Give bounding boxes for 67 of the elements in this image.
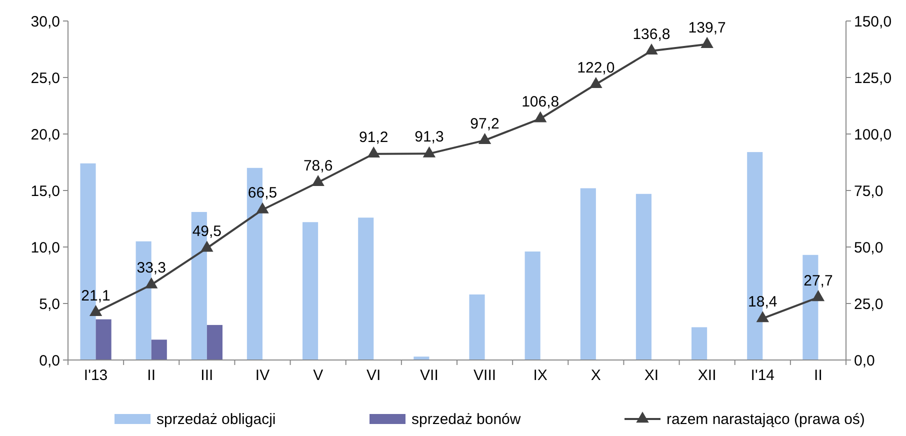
data-label: 122,0: [577, 59, 615, 76]
point: [700, 36, 714, 48]
legend-label: sprzedaż bonów: [412, 411, 521, 428]
data-label: 139,7: [688, 19, 726, 36]
data-label: 21,1: [81, 287, 110, 304]
bar: [469, 294, 485, 360]
point: [200, 240, 214, 252]
x-tick-label: X: [590, 367, 601, 384]
data-label: 66,5: [248, 184, 278, 202]
x-tick-label: V: [313, 367, 324, 384]
y-tick-label: 30,0: [30, 13, 60, 30]
x-tick-label: IX: [533, 367, 548, 384]
point: [89, 304, 102, 316]
data-label: 27,7: [804, 272, 833, 290]
y2-tick-label: 150,0: [854, 13, 892, 30]
point: [590, 76, 602, 88]
x-tick-label: VIII: [474, 367, 496, 384]
data-label: 91,2: [359, 128, 388, 146]
y-tick-label: 5,0: [39, 296, 60, 313]
data-label: 97,2: [470, 115, 500, 132]
bar: [302, 222, 318, 360]
point: [645, 43, 658, 54]
point: [367, 146, 380, 158]
x-tick-label: I'13: [84, 367, 108, 384]
x-tick-label: II: [814, 367, 822, 384]
point: [422, 146, 436, 158]
y-tick-label: 15,0: [30, 182, 60, 200]
x-tick-label: II: [147, 367, 156, 384]
data-label: 33,3: [136, 260, 166, 277]
y-tick-label: 20,0: [30, 126, 60, 144]
x-tick-label: I'14: [750, 367, 774, 384]
bar: [580, 188, 596, 360]
x-tick-label: IV: [255, 367, 270, 384]
point: [256, 202, 269, 214]
bar: [524, 252, 540, 360]
bar: [636, 194, 652, 360]
data-label: 18,4: [748, 293, 778, 310]
legend-label: razem narastająco (prawa oś): [666, 411, 865, 428]
y2-tick-label: 100,0: [854, 126, 892, 144]
x-tick-label: III: [200, 367, 214, 384]
x-tick-label: VI: [366, 367, 381, 384]
bar: [151, 340, 167, 360]
y2-tick-label: 125,0: [854, 70, 892, 87]
point: [145, 277, 158, 288]
y-tick-label: 10,0: [30, 239, 60, 256]
data-label: 91,3: [414, 128, 444, 146]
bar: [206, 324, 222, 360]
y-tick-label: 25,0: [30, 70, 60, 87]
data-label: 136,8: [632, 26, 670, 43]
point: [534, 111, 547, 122]
data-label: 106,8: [522, 94, 560, 111]
y2-tick-label: 0,0: [854, 352, 875, 370]
bar: [358, 218, 374, 360]
y2-tick-label: 75,0: [854, 182, 884, 200]
bar: [96, 319, 112, 360]
point: [312, 175, 324, 186]
data-label: 49,5: [192, 223, 222, 240]
bar: [692, 327, 708, 360]
x-tick-label: XI: [644, 367, 659, 384]
y2-tick-label: 50,0: [854, 239, 884, 256]
y-tick-label: 0,0: [39, 352, 60, 370]
y2-tick-label: 25,0: [854, 296, 884, 313]
point: [478, 132, 492, 144]
x-tick-label: VII: [420, 367, 438, 384]
x-tick-label: XII: [698, 367, 716, 384]
legend-label: sprzedaż obligacji: [156, 411, 276, 428]
data-label: 78,6: [303, 157, 333, 174]
